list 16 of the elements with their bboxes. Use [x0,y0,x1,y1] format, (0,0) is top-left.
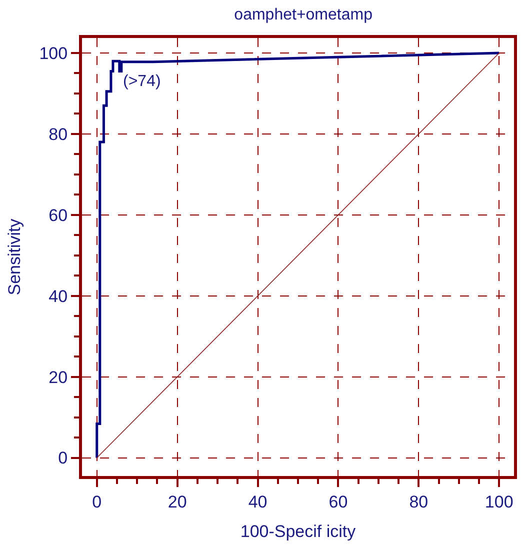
y-axis-title: Sensitivity [4,218,24,296]
x-tick-label: 40 [248,492,268,512]
y-tick-label: 40 [48,286,68,306]
x-tick-label: 60 [328,492,348,512]
x-axis-title: 100-Specif icity [240,522,356,541]
x-tick-label: 80 [409,492,428,512]
chart-title: oamphet+ometamp [234,6,373,24]
y-tick-label: 60 [48,206,68,225]
x-tick-label: 0 [92,492,102,512]
y-tick-label: 0 [58,448,68,468]
y-tick-label: 20 [48,368,68,387]
y-tick-label: 80 [48,124,68,144]
x-tick-label: 20 [168,492,187,512]
y-tick-label: 100 [39,44,68,63]
annotation: (>74) [123,73,161,90]
x-tick-label: 100 [484,492,514,512]
